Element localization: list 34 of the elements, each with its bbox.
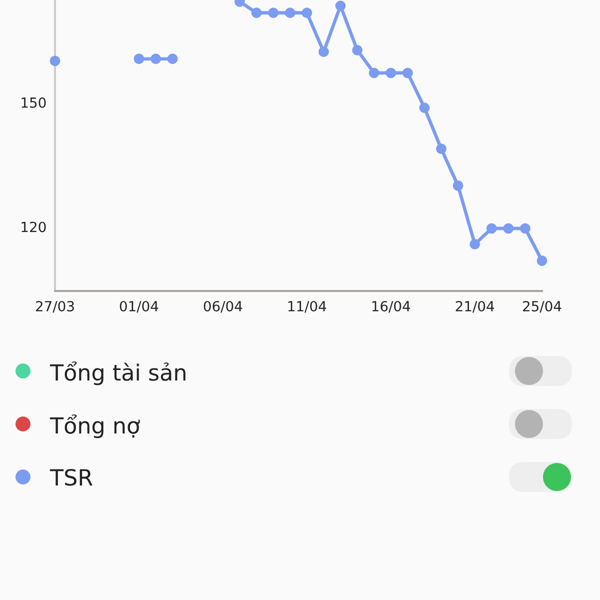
x-tick-label: 27/03: [36, 300, 74, 313]
x-tick-label: 11/04: [288, 300, 326, 313]
x-tick-label: 16/04: [372, 300, 410, 313]
point: [503, 223, 514, 234]
legend-label: Tổng nợ: [50, 414, 140, 438]
legend-label: Tổng tài sản: [50, 361, 186, 386]
point: [150, 54, 161, 64]
x-tick-label: 06/04: [204, 300, 242, 313]
point: [486, 223, 497, 234]
point: [335, 0, 346, 12]
point: [436, 144, 446, 154]
x-tick-label: 21/04: [456, 300, 494, 313]
point: [50, 56, 60, 66]
point: [318, 46, 329, 58]
point: [470, 238, 480, 250]
point: [452, 180, 464, 191]
point: [167, 54, 178, 64]
point: [386, 68, 396, 78]
point: [402, 68, 413, 78]
point: [284, 8, 296, 18]
point: [419, 102, 430, 113]
point: [536, 256, 548, 266]
point: [302, 8, 312, 18]
legend-label: TSR: [50, 468, 92, 486]
point: [268, 8, 279, 18]
point: [251, 8, 262, 18]
y-tick-label: 120: [22, 222, 46, 232]
x-tick-label: 01/04: [120, 300, 158, 313]
point: [520, 223, 530, 234]
point: [368, 68, 380, 78]
point: [352, 44, 362, 56]
x-tick-label: 25/04: [523, 300, 562, 313]
point: [134, 54, 144, 64]
y-tick-label: 150: [22, 97, 46, 108]
